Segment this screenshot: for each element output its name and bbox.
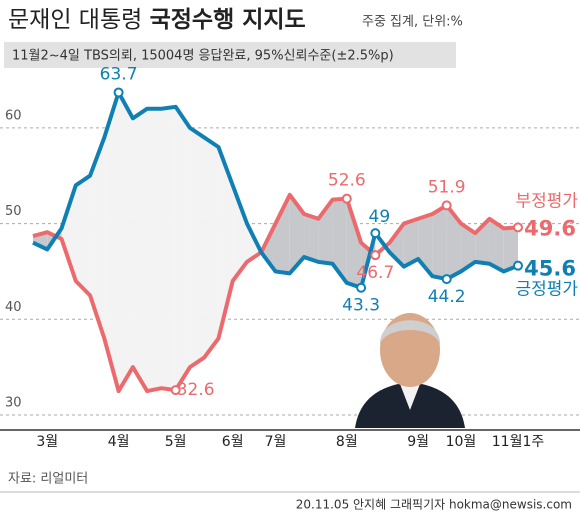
gap-fill [189,127,205,368]
end-marker [513,222,523,233]
gap-fill [61,185,76,281]
gap-fill [503,227,518,272]
end-label: 49.6 [524,216,576,240]
gap-fill [104,92,119,392]
title-light: 문재인 대통령 [8,7,142,33]
gap-fill [432,205,447,280]
gap-fill [275,194,290,274]
gap-fill [118,92,133,392]
end-label: 45.6 [524,257,576,281]
x-tick-label: 3월 [36,434,58,450]
unit-note: 주중 집계, 단위:% [362,15,463,30]
gap-fill [175,106,190,391]
y-tick-label: 50 [5,204,22,219]
y-tick-label: 40 [5,300,22,315]
gap-fill [346,198,362,288]
gap-fill [332,198,347,283]
gap-fill [489,218,504,272]
title-bold: 국정수행 지지도 [150,7,306,33]
data-label: 49 [369,207,391,227]
gap-fill [289,194,305,274]
x-tick-label: 7월 [265,434,287,450]
x-tick-label: 10월 [446,434,477,450]
data-label: 51.9 [428,177,466,197]
x-tick-label: 4월 [108,434,130,450]
point-marker [341,193,352,204]
gap-fill [446,205,461,280]
series-line [32,192,519,394]
gap-fill [261,223,276,272]
x-tick-label: 9월 [407,434,429,450]
chart-title: 문재인 대통령 국정수행 지지도 [8,7,306,33]
series-line [32,90,519,290]
gap-fill [147,108,162,392]
gap-fill [161,106,176,391]
subtitle: 11월2~4일 TBS의뢰, 15004명 응답완료, 95%신뢰수준(±2.5… [12,49,394,64]
point-marker [441,200,452,211]
x-tick-label: 5월 [165,434,187,450]
data-label: 32.6 [177,380,215,400]
photo [355,313,465,428]
subtitle-box [4,42,456,68]
point-marker [441,274,452,285]
point-marker [170,385,181,396]
gap-fill [75,175,91,296]
gap-fill [460,223,476,272]
legend-label: 부정평가 [515,191,578,211]
source: 자료: 리얼미터 [8,472,88,487]
point-marker [370,228,381,239]
point-marker [356,282,367,293]
y-tick-label: 30 [5,396,22,411]
point-marker [113,87,124,98]
data-label: 52.6 [328,171,366,191]
gap-fill [232,185,247,281]
point-marker [370,250,381,261]
gap-fill [204,137,219,358]
x-tick-label: 11월1주 [492,434,545,450]
gap-fill [90,137,105,339]
y-tick-label: 60 [5,108,22,123]
plot: 30 40 50 60 3월 4월 5월 6월 7월 8월 9월 10월 11월1주 63.7 32.6 52… [0,64,580,450]
data-label: 44.2 [428,287,466,307]
gap-fill [304,214,319,262]
x-tick-label: 8월 [336,434,358,450]
gap-fill [132,108,148,392]
data-label: 63.7 [100,64,138,84]
gap-fill [403,218,419,267]
legend-label: 긍정평가 [515,280,578,300]
x-tick-label: 6월 [222,434,244,450]
data-label: 43.3 [342,296,380,316]
end-marker [513,260,523,271]
credit: 20.11.05 안지혜 그래픽기자 hokma@newsis.com [296,498,572,512]
data-label: 46.7 [356,263,394,283]
